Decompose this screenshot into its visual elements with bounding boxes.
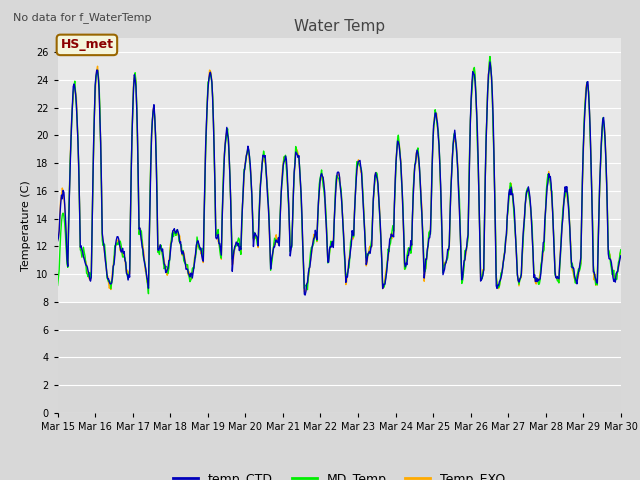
Temp_EXO [486, 59, 494, 64]
Bar [58, 302, 621, 413]
MD_Temp [145, 291, 152, 297]
Legend: temp_CTD, MD_Temp, Temp_EXO: temp_CTD, MD_Temp, Temp_EXO [168, 468, 511, 480]
temp_CTD [301, 292, 309, 298]
Title: Water Temp: Water Temp [294, 20, 385, 35]
Temp_EXO [617, 249, 625, 254]
temp_CTD [486, 59, 494, 65]
MD_Temp [408, 215, 416, 221]
temp_CTD [179, 248, 187, 254]
temp_CTD [122, 260, 129, 265]
Y-axis label: Temperature (C): Temperature (C) [20, 180, 31, 271]
Temp_EXO [408, 216, 416, 222]
MD_Temp [122, 260, 129, 265]
Line: MD_Temp: MD_Temp [58, 57, 621, 294]
MD_Temp [210, 120, 218, 125]
Text: No data for f_WaterTemp: No data for f_WaterTemp [13, 12, 151, 23]
Temp_EXO [425, 233, 433, 239]
Temp_EXO [179, 253, 187, 259]
MD_Temp [617, 247, 625, 252]
temp_CTD [408, 214, 416, 219]
MD_Temp [486, 54, 494, 60]
Temp_EXO [122, 264, 129, 270]
Temp_EXO [64, 264, 72, 269]
MD_Temp [64, 264, 72, 270]
temp_CTD [209, 97, 216, 103]
Temp_EXO [209, 95, 216, 100]
MD_Temp [425, 229, 433, 235]
Temp_EXO [301, 289, 309, 295]
Line: Temp_EXO: Temp_EXO [58, 61, 621, 292]
Temp_EXO [54, 237, 61, 243]
temp_CTD [54, 238, 61, 244]
MD_Temp [54, 283, 61, 288]
temp_CTD [64, 264, 72, 269]
Text: HS_met: HS_met [60, 38, 113, 51]
Line: temp_CTD: temp_CTD [58, 62, 621, 295]
temp_CTD [617, 253, 625, 259]
MD_Temp [180, 258, 188, 264]
temp_CTD [425, 235, 433, 241]
